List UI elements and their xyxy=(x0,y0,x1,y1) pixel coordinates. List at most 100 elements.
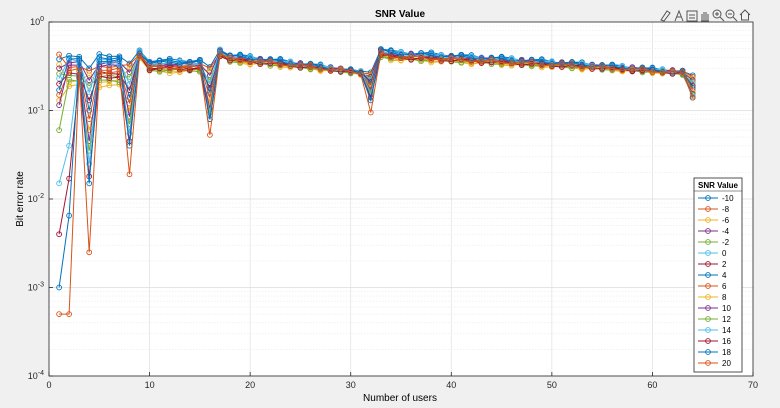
legend-entry[interactable]: -6 xyxy=(698,216,730,225)
legend-entry[interactable]: 12 xyxy=(698,315,731,324)
data-point xyxy=(56,127,62,133)
data-point xyxy=(56,65,62,72)
data-point xyxy=(66,76,72,83)
data-tips-icon[interactable] xyxy=(674,9,684,22)
legend-entry[interactable]: -8 xyxy=(698,205,730,214)
legend-label: -10 xyxy=(722,194,734,203)
y-tick-label: 10-4 xyxy=(28,370,44,381)
x-tick-label: 40 xyxy=(446,380,456,390)
data-point xyxy=(498,55,505,62)
data-point xyxy=(549,59,555,66)
legend-entry[interactable]: 0 xyxy=(698,249,727,258)
data-point xyxy=(639,64,646,71)
data-point xyxy=(679,69,686,76)
data-point xyxy=(56,61,62,68)
data-point xyxy=(287,61,294,68)
legend-marker xyxy=(705,261,711,267)
zoom-in-icon[interactable] xyxy=(712,9,725,22)
data-point xyxy=(207,132,213,138)
data-point xyxy=(418,54,424,60)
data-point xyxy=(468,53,475,60)
data-point xyxy=(659,69,666,76)
legend-entry[interactable]: 6 xyxy=(698,282,727,291)
data-point xyxy=(56,51,62,58)
data-point xyxy=(176,65,183,72)
home-icon[interactable] xyxy=(739,9,751,21)
legend-entry[interactable]: 20 xyxy=(698,359,731,368)
legend-marker xyxy=(705,283,711,289)
legend-entry[interactable]: -2 xyxy=(698,238,730,247)
legend-label: 2 xyxy=(722,260,727,269)
data-point xyxy=(408,53,414,60)
data-point xyxy=(106,78,113,85)
data-point xyxy=(327,66,334,73)
data-point xyxy=(569,62,575,69)
legend-label: 14 xyxy=(722,326,731,335)
pan-icon[interactable] xyxy=(701,12,709,22)
legend-label: -8 xyxy=(722,205,730,214)
data-point xyxy=(86,180,93,187)
data-point xyxy=(217,51,223,57)
legend-entry[interactable]: 10 xyxy=(698,304,731,313)
y-axis-label: Bit error rate xyxy=(15,171,26,227)
legend-marker xyxy=(705,305,711,311)
data-point xyxy=(569,59,575,66)
y-tick-label: 10-2 xyxy=(28,193,44,204)
y-tick-label: 10-1 xyxy=(28,105,44,116)
legend-marker xyxy=(705,349,711,355)
legend-entry[interactable]: -4 xyxy=(698,227,730,236)
data-point xyxy=(106,69,113,76)
data-point xyxy=(86,249,93,256)
data-point xyxy=(96,71,103,78)
brush-icon[interactable] xyxy=(660,10,671,22)
data-point xyxy=(398,55,404,62)
data-point xyxy=(197,64,203,70)
data-point xyxy=(488,61,495,68)
legend-entry[interactable]: 4 xyxy=(698,271,727,280)
data-point xyxy=(498,59,505,66)
legend-entry[interactable]: 2 xyxy=(698,260,727,269)
legend: SNR Value -10 -8 -6 -4 -2 0 2 4 6 8 10 12 14 16 18 20 xyxy=(693,177,743,373)
y-tick-label: 100 xyxy=(30,16,44,27)
data-point xyxy=(56,231,62,238)
data-point xyxy=(146,60,153,66)
y-tick-label: 10-3 xyxy=(28,282,44,293)
legend-label: 0 xyxy=(722,249,727,258)
data-point xyxy=(76,57,83,63)
legend-marker xyxy=(705,338,711,344)
data-point xyxy=(398,52,404,58)
data-point xyxy=(126,61,133,68)
legend-entry[interactable]: 16 xyxy=(698,337,731,346)
chart-title: SNR Value xyxy=(375,9,425,20)
data-point xyxy=(56,75,62,82)
zoom-out-icon[interactable] xyxy=(725,9,738,22)
data-point xyxy=(468,55,475,62)
data-point xyxy=(388,54,394,61)
data-point xyxy=(96,54,103,61)
legend-entry[interactable]: -10 xyxy=(698,194,734,203)
legend-label: 6 xyxy=(722,282,727,291)
data-point xyxy=(538,62,545,69)
data-point xyxy=(669,68,676,74)
data-point xyxy=(247,59,253,66)
series-20 xyxy=(56,49,696,317)
legend-entry[interactable]: 18 xyxy=(698,348,731,357)
data-point xyxy=(317,66,324,73)
data-point xyxy=(528,59,535,66)
export-icon[interactable] xyxy=(686,10,698,22)
legend-marker xyxy=(705,316,711,322)
legend-label: -2 xyxy=(722,238,730,247)
data-point xyxy=(66,311,72,317)
data-point xyxy=(56,284,62,291)
data-point xyxy=(559,61,565,67)
x-tick-label: 30 xyxy=(346,380,356,390)
data-point xyxy=(589,64,595,70)
legend-marker xyxy=(705,272,711,278)
legend-label: 10 xyxy=(722,304,731,313)
legend-entry[interactable]: 14 xyxy=(698,326,731,335)
legend-entry[interactable]: 8 xyxy=(698,293,727,302)
legend-label: 18 xyxy=(722,348,731,357)
data-point xyxy=(186,59,193,66)
